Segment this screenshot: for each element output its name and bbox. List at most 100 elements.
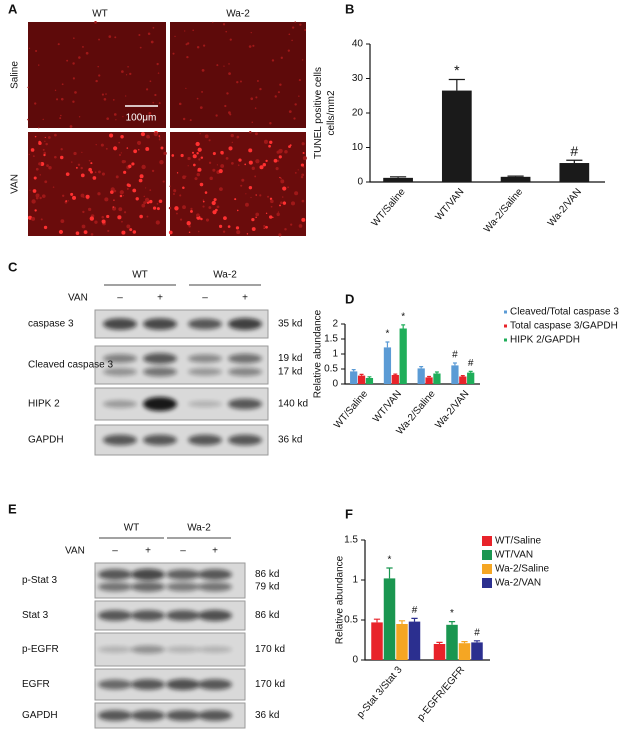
error-bar — [460, 375, 465, 377]
speck — [208, 139, 211, 142]
speck — [298, 224, 303, 228]
speck — [54, 89, 57, 92]
band — [98, 679, 132, 690]
speck — [88, 159, 91, 162]
speck — [263, 139, 268, 144]
band — [188, 368, 222, 376]
speck — [254, 175, 257, 178]
legend-label: Cleaved/Total caspase 3 — [510, 307, 619, 318]
bar — [391, 375, 399, 384]
speck — [156, 207, 160, 211]
speck — [279, 176, 281, 179]
error-bar — [398, 620, 406, 624]
speck — [128, 164, 132, 169]
speck — [277, 91, 280, 94]
row-label: GAPDH — [28, 435, 64, 446]
speck — [236, 80, 239, 84]
speck — [182, 117, 186, 121]
speck — [288, 145, 291, 149]
micrograph — [28, 22, 166, 128]
speck — [43, 151, 47, 155]
speck — [38, 140, 41, 144]
speck — [114, 36, 117, 39]
y-axis-label: Relative abundance — [313, 309, 324, 398]
legend-swatch — [504, 338, 507, 342]
y-axis-label: TUNEL positive cells — [313, 67, 324, 159]
speck — [123, 160, 127, 163]
speck — [98, 38, 100, 41]
error-bar — [473, 640, 481, 643]
micrograph — [28, 132, 166, 236]
panel-label: B — [345, 1, 354, 16]
speck — [278, 149, 283, 154]
speck — [301, 142, 305, 146]
speck — [280, 179, 285, 184]
speck — [138, 34, 141, 37]
size-label: 79 kd — [255, 581, 279, 592]
speck — [255, 212, 260, 217]
speck — [230, 133, 234, 138]
bar — [458, 643, 471, 660]
bar — [350, 371, 358, 384]
band — [103, 354, 137, 363]
size-label: 140 kd — [278, 399, 308, 410]
speck — [154, 93, 157, 97]
speck — [138, 178, 143, 183]
speck — [259, 87, 262, 91]
speck — [66, 59, 69, 62]
x-tick-label: WT/Saline — [332, 388, 370, 431]
speck — [254, 132, 258, 136]
band — [166, 582, 200, 592]
speck — [188, 225, 191, 228]
speck — [113, 199, 115, 201]
panel-label: C — [8, 259, 18, 274]
speck — [215, 114, 218, 117]
error-bar — [411, 617, 418, 622]
speck — [202, 205, 205, 208]
speck — [225, 156, 229, 160]
band — [166, 610, 200, 621]
legend-label: HIPK 2/GAPDH — [510, 335, 580, 346]
y-tick-label: 0.5 — [344, 615, 358, 626]
speck — [287, 186, 289, 189]
speck — [276, 212, 280, 217]
error-bar — [566, 159, 583, 164]
annotation: * — [388, 555, 392, 566]
speck — [202, 199, 205, 201]
speck — [231, 161, 234, 165]
speck — [222, 230, 226, 233]
speck — [250, 97, 254, 101]
speck — [236, 230, 241, 235]
speck — [88, 207, 92, 212]
sign: + — [145, 546, 151, 557]
scale-bar-label: 100μm — [126, 113, 157, 124]
speck — [159, 160, 164, 165]
bar — [383, 347, 392, 384]
speck — [81, 151, 83, 153]
speck — [126, 187, 129, 190]
speck — [280, 177, 282, 180]
legend-swatch — [482, 536, 492, 546]
speck — [94, 171, 97, 174]
annotation: * — [401, 312, 405, 323]
speck — [74, 91, 77, 94]
error-bar — [373, 618, 381, 623]
speck — [275, 167, 279, 171]
speck — [216, 164, 219, 166]
speck — [265, 159, 268, 163]
speck — [245, 193, 247, 195]
speck — [197, 230, 200, 233]
panel-label: A — [8, 1, 18, 16]
speck — [126, 147, 129, 149]
speck — [294, 21, 296, 23]
speck — [182, 186, 185, 190]
speck — [95, 79, 98, 83]
speck — [169, 185, 171, 187]
speck — [119, 190, 124, 195]
speck — [72, 77, 75, 80]
speck — [201, 68, 205, 72]
band — [198, 609, 232, 622]
speck — [48, 136, 51, 139]
speck — [100, 143, 104, 147]
sign: – — [180, 546, 186, 557]
